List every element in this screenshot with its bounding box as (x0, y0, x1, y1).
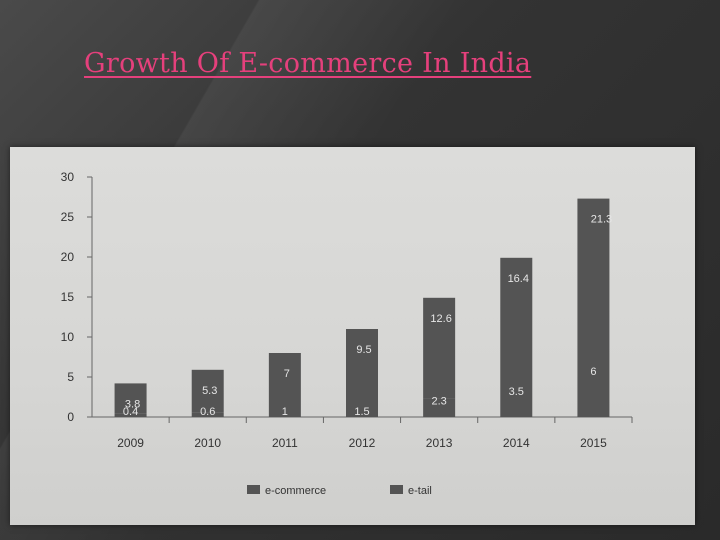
data-label-etail: 6 (590, 366, 596, 378)
data-label-etail: 1 (282, 406, 288, 418)
bar-etail (191, 412, 224, 417)
chart-photo: 0 5 10 15 20 25 30 3.8 0.4 5.3 0.6 7 1 9.5 1.5 12.6 2.3… (10, 147, 695, 525)
data-label-etail: 1.5 (354, 406, 369, 418)
data-label-ecommerce: 9.5 (356, 344, 371, 356)
y-tick-labels: 0 5 10 15 20 25 30 (61, 170, 92, 424)
bar-etail (500, 389, 533, 417)
y-tick-label: 30 (61, 170, 75, 184)
data-label-ecommerce: 12.6 (430, 313, 451, 325)
bars (114, 198, 610, 417)
bar-ecommerce (500, 257, 533, 389)
x-tick-label: 2010 (194, 436, 221, 450)
bar-ecommerce (577, 198, 610, 369)
y-tick-label: 15 (61, 290, 75, 304)
legend: e-commerce e-tail (247, 485, 432, 497)
bar-etail (346, 405, 378, 417)
x-tick-labels: 2009 2010 2011 2012 2013 2014 2015 (117, 417, 633, 450)
bar-ecommerce (114, 383, 147, 414)
x-tick-label: 2014 (503, 436, 530, 450)
y-tick-label: 5 (67, 370, 74, 384)
bar-etail (577, 369, 610, 417)
x-tick-label: 2009 (117, 436, 144, 450)
legend-swatch-ecommerce (247, 485, 260, 494)
y-tick-label: 20 (61, 250, 75, 264)
x-tick-label: 2013 (426, 436, 453, 450)
legend-label-etail: e-tail (408, 485, 432, 497)
bar-etail (423, 398, 456, 417)
bar-etail (114, 413, 147, 417)
data-label-ecommerce: 7 (284, 368, 290, 380)
bar-ecommerce (191, 369, 224, 413)
data-label-ecommerce: 5.3 (202, 385, 217, 397)
data-label-etail: 3.5 (509, 386, 524, 398)
data-labels: 3.80.4 5.3 0.6 7 1 9.5 1.5 12.6 2.3 16.4 3.5 21.3 6 (123, 214, 612, 418)
x-tick-label: 2011 (272, 436, 298, 450)
y-tick-label: 0 (67, 410, 74, 424)
slide-title: Growth Of E-commerce In India (84, 48, 532, 79)
data-label-ecommerce: 3.8 (125, 398, 140, 410)
data-label-etail: 0.4 (123, 406, 138, 418)
x-tick-label: 2015 (580, 436, 607, 450)
legend-swatch-etail (390, 485, 403, 494)
data-label-etail: 2.3 (431, 396, 446, 408)
y-tick-label: 25 (61, 210, 75, 224)
bar-ecommerce (346, 329, 378, 405)
bar-chart: 0 5 10 15 20 25 30 3.80.4 5.3 0.6 7 1 9.5 1.5 12.6 2.3… (61, 170, 633, 497)
data-label-etail: 0.6 (200, 406, 215, 418)
data-label-ecommerce: 21.3 (591, 214, 612, 226)
bar-ecommerce (268, 353, 301, 409)
bar-etail (268, 409, 301, 417)
x-tick-label: 2012 (349, 436, 376, 450)
data-label-ecommerce: 16.4 (508, 273, 529, 285)
bar-ecommerce (423, 297, 456, 399)
y-tick-label: 10 (61, 330, 75, 344)
legend-label-ecommerce: e-commerce (265, 485, 326, 497)
